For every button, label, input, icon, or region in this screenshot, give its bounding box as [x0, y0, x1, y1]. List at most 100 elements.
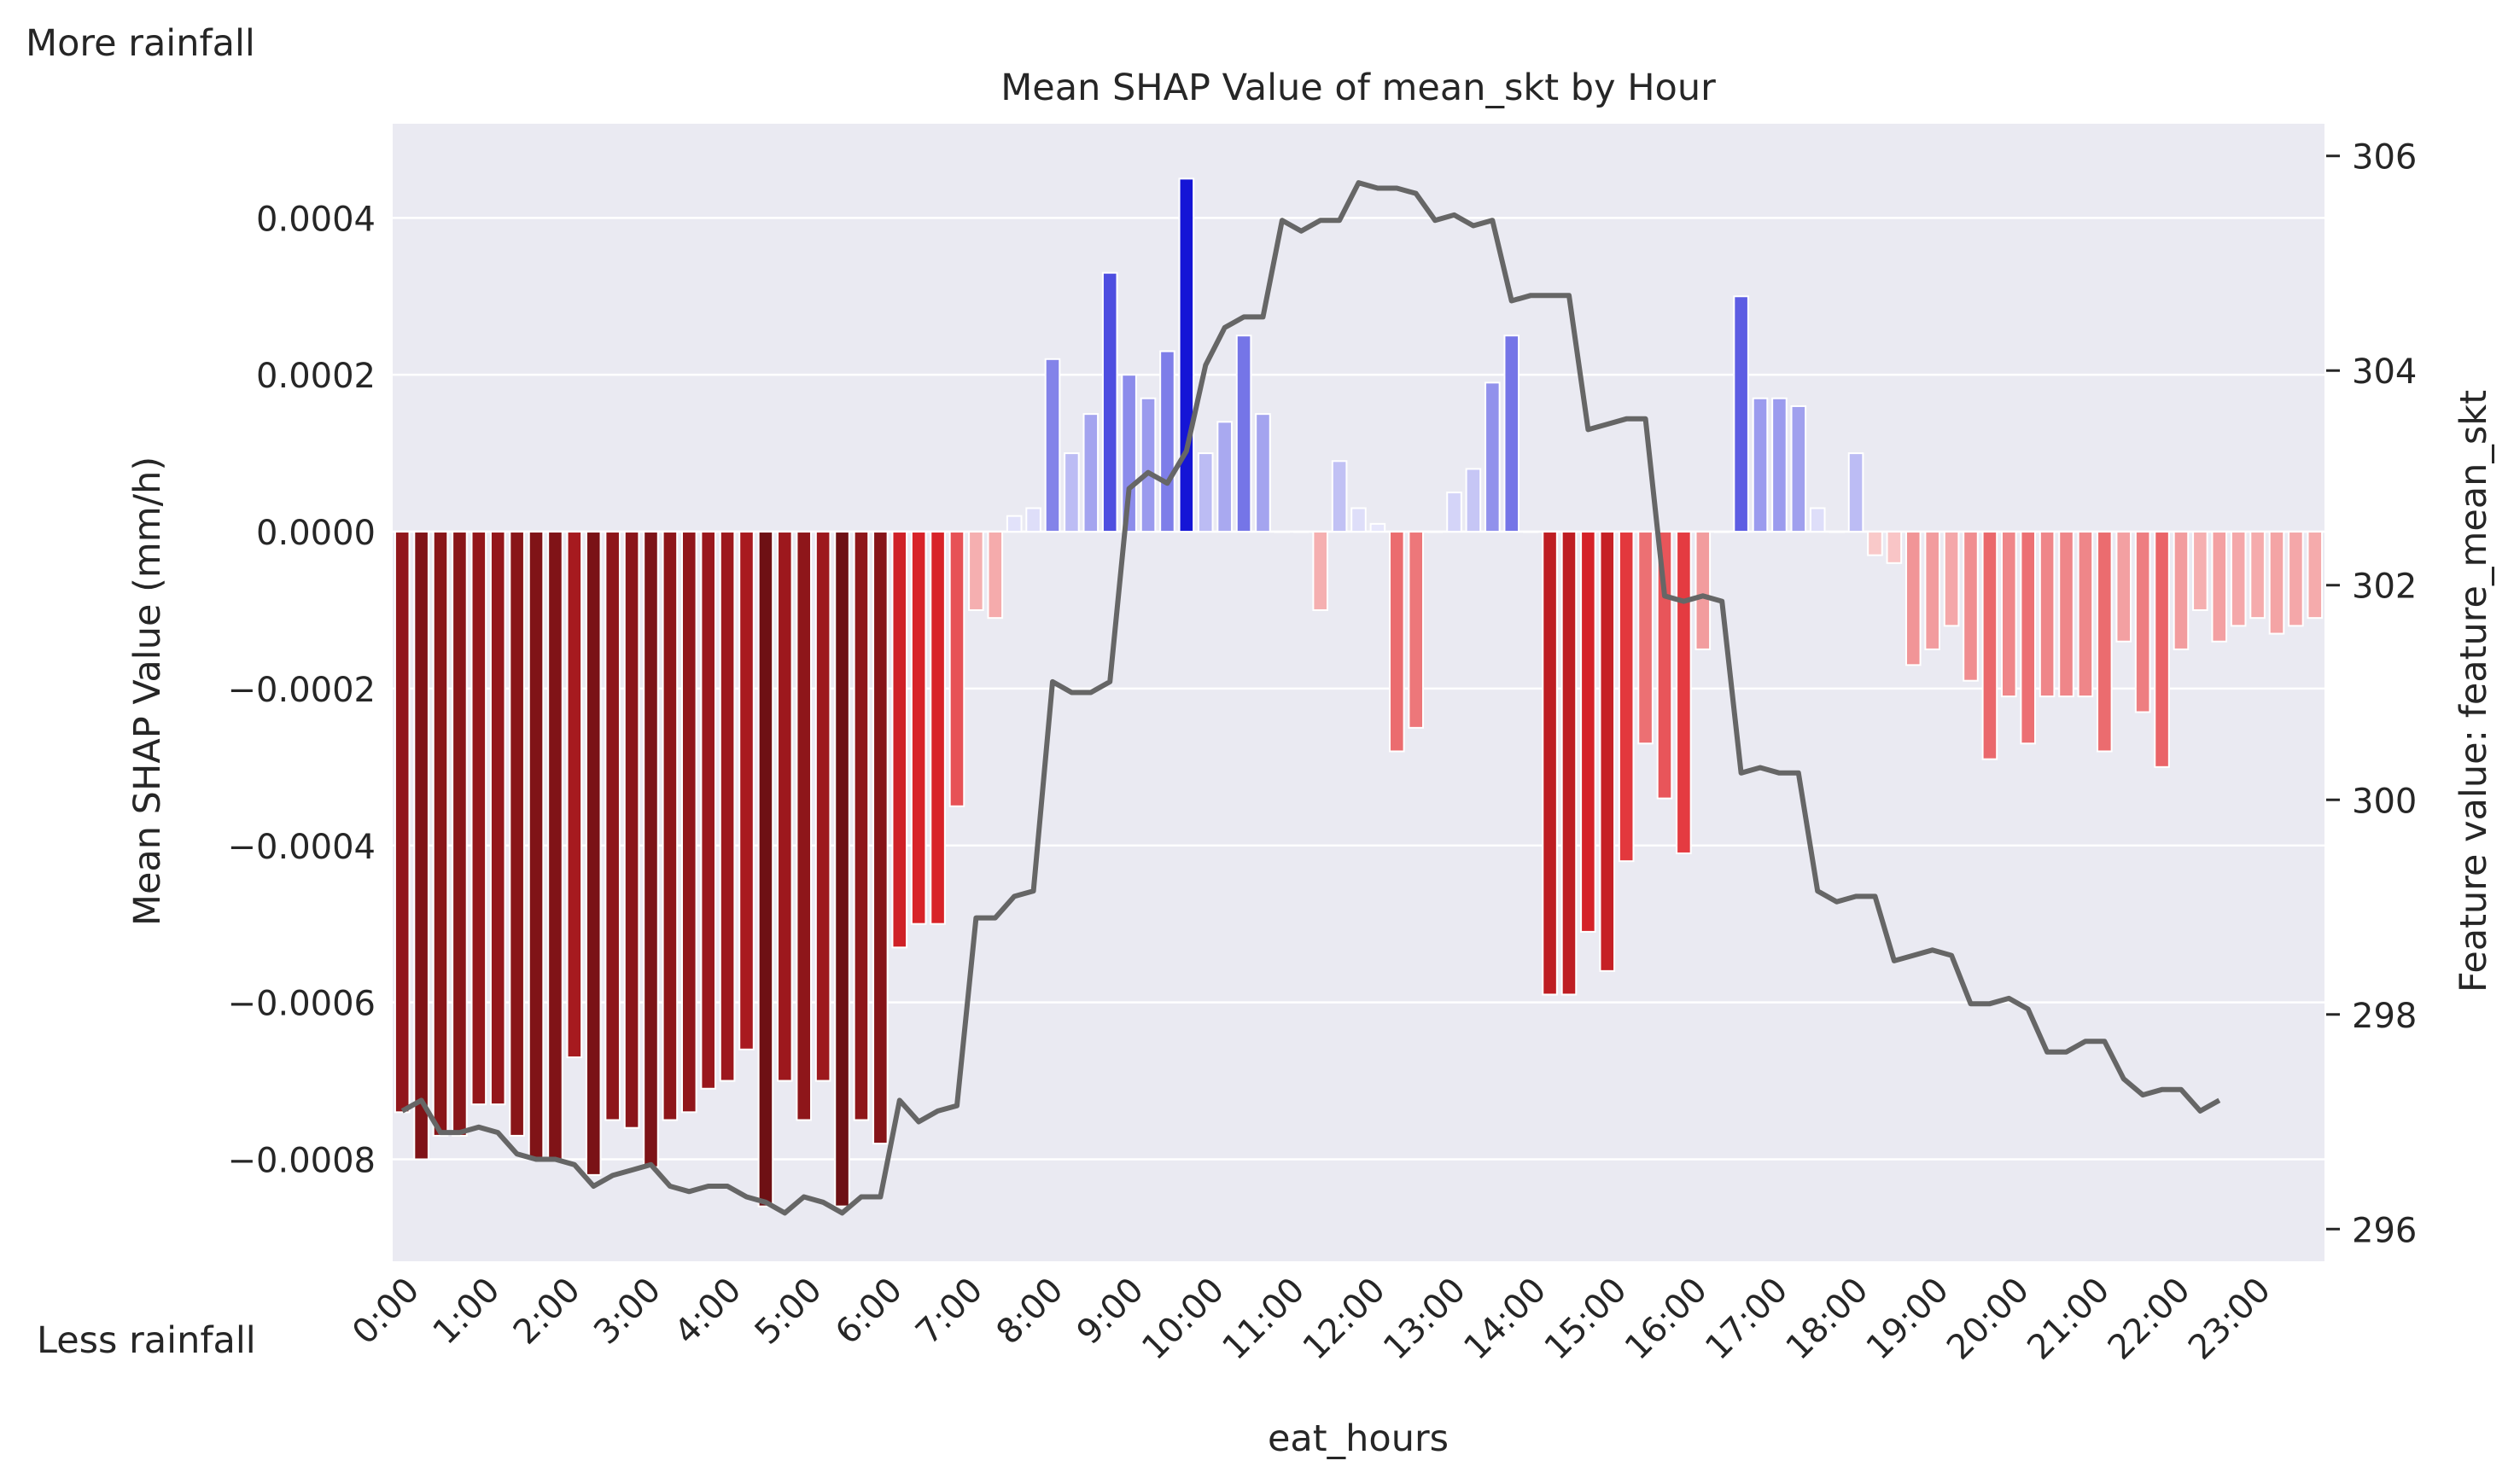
shap-bar — [1446, 492, 1462, 533]
shap-bar — [834, 531, 850, 1208]
shap-bar — [719, 531, 736, 1082]
shap-bar — [528, 531, 545, 1161]
shap-bar — [1082, 413, 1100, 533]
x-axis-label: eat_hours — [1268, 1417, 1449, 1460]
shap-bar — [394, 531, 411, 1114]
x-tick-label: 12:00 — [1296, 1271, 1393, 1368]
shap-bar — [1331, 460, 1348, 533]
shap-bar — [796, 531, 813, 1121]
shap-bar — [1389, 531, 1405, 753]
shap-bar — [1503, 335, 1520, 533]
shap-bar — [1235, 335, 1252, 533]
shap-bar — [1064, 452, 1080, 533]
x-tick-label: 6:00 — [828, 1271, 910, 1353]
shap-bar — [662, 531, 679, 1121]
shap-bar — [1197, 452, 1214, 533]
shap-bar — [2211, 531, 2228, 643]
shap-bar — [509, 531, 525, 1137]
shap-bar — [1560, 531, 1578, 996]
shap-bar — [1981, 531, 1998, 760]
feature-value-line — [400, 180, 2221, 1216]
x-tick-label: 13:00 — [1376, 1271, 1473, 1368]
shap-bar — [1637, 531, 1654, 745]
shap-bar — [1867, 531, 1883, 556]
shap-bar — [1886, 531, 1903, 564]
y2-tick-label: 304 — [2352, 352, 2417, 392]
x-tick-label: 18:00 — [1779, 1271, 1876, 1368]
shap-bar — [814, 531, 831, 1082]
y-axis-label: Mean SHAP Value (mm/h) — [126, 457, 169, 926]
shap-bar — [604, 531, 621, 1121]
shap-bar — [1006, 515, 1023, 533]
y-tick-label: −0.0004 — [228, 828, 376, 867]
shap-bar — [1178, 177, 1195, 533]
shap-bar — [968, 531, 984, 611]
shap-bar — [623, 531, 640, 1129]
shap-bar — [1963, 531, 1979, 682]
shap-bar — [1790, 404, 1807, 533]
x-axis-ticks: 0:001:002:003:004:005:006:007:008:009:00… — [345, 1271, 2278, 1368]
shap-bar — [1771, 397, 1788, 533]
shap-bar — [1599, 531, 1616, 972]
y-axis-ticks: −0.0008 −0.0006 −0.0004 −0.0002 0.0000 0.0002… — [228, 200, 376, 1180]
shap-bar — [643, 531, 659, 1168]
shap-bar — [948, 531, 965, 807]
shap-bar — [470, 531, 487, 1106]
shap-bar — [452, 531, 468, 1137]
shap-bar — [585, 531, 602, 1176]
shap-bar — [2134, 531, 2151, 713]
x-tick-label: 19:00 — [1859, 1271, 1957, 1368]
shap-bar — [2268, 531, 2285, 635]
shap-bar — [872, 531, 889, 1145]
shap-bar — [757, 531, 774, 1208]
x-tick-label: 3:00 — [586, 1271, 668, 1353]
x-tick-label: 14:00 — [1456, 1271, 1554, 1368]
x-tick-label: 0:00 — [345, 1271, 427, 1353]
y2-tick-label: 300 — [2352, 782, 2417, 821]
chart-title: Mean SHAP Value of mean_skt by Hour — [1000, 67, 1716, 109]
shap-bar — [853, 531, 870, 1121]
x-tick-label: 10:00 — [1135, 1271, 1232, 1368]
x-tick-label: 7:00 — [908, 1271, 990, 1353]
shap-bar — [1847, 452, 1864, 533]
shap-bar — [489, 531, 506, 1106]
x-tick-label: 17:00 — [1698, 1271, 1795, 1368]
x-tick-label: 4:00 — [667, 1271, 749, 1353]
shap-bar — [681, 531, 697, 1114]
shap-bar — [2097, 531, 2113, 753]
shap-bar — [2230, 531, 2247, 627]
x-tick-label: 2:00 — [506, 1271, 588, 1353]
shap-bar — [1694, 531, 1712, 650]
shap-bar — [1025, 507, 1041, 533]
shap-bar — [1752, 397, 1769, 533]
less-rainfall-annotation: Less rainfall — [37, 1319, 256, 1362]
shap-bar — [2288, 531, 2304, 627]
shap-bar — [1943, 531, 1960, 627]
x-tick-label: 15:00 — [1537, 1271, 1635, 1368]
shap-bar — [738, 531, 755, 1050]
shap-bar — [1121, 374, 1137, 533]
y2-tick-label: 296 — [2352, 1211, 2417, 1250]
x-tick-label: 22:00 — [2101, 1271, 2198, 1368]
x-tick-label: 11:00 — [1215, 1271, 1312, 1368]
shap-bar — [777, 531, 793, 1082]
shap-bar — [1484, 381, 1501, 533]
shap-bar — [1350, 507, 1367, 533]
shap-bar — [1216, 421, 1233, 533]
shap-bar — [700, 531, 716, 1090]
shap-bar — [1733, 295, 1749, 533]
shap-bar — [547, 531, 563, 1161]
y-tick-label: −0.0006 — [228, 985, 376, 1024]
shap-bar — [1312, 531, 1328, 611]
y2-axis-ticks: 296 298 300 302 304 306 — [2326, 138, 2417, 1250]
shap-bar — [910, 531, 927, 925]
y2-axis-label: Feature value: feature_mean_skt — [2453, 390, 2495, 992]
shap-bar — [1140, 397, 1157, 533]
x-tick-label: 8:00 — [989, 1271, 1071, 1353]
y2-tick-label: 306 — [2352, 138, 2417, 177]
x-tick-label: 20:00 — [1939, 1271, 2037, 1368]
y-tick-label: −0.0002 — [228, 671, 376, 710]
shap-bar — [2192, 531, 2208, 611]
shap-bar — [1369, 522, 1386, 533]
shap-bar — [2039, 531, 2056, 698]
